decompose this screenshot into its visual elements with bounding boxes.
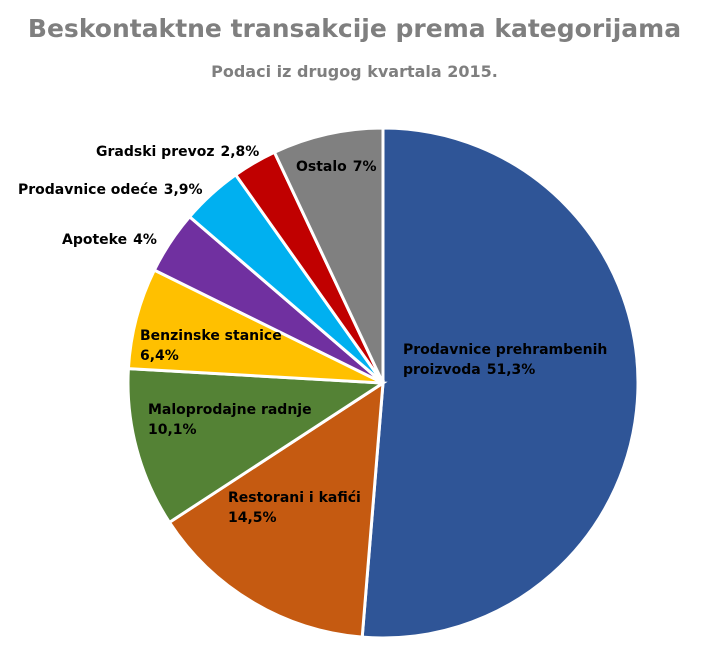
slice-label: Apoteke 4% bbox=[62, 230, 162, 250]
slice-label: Benzinske stanice 6,4% bbox=[140, 326, 300, 366]
pie-slice bbox=[272, 126, 385, 384]
pie-slice bbox=[167, 380, 385, 639]
slice-label: Prodavnice odeće 3,9% bbox=[18, 180, 218, 200]
category-label: Apoteke bbox=[62, 232, 128, 248]
value-label: 10,1% bbox=[148, 422, 197, 438]
category-label: Restorani i kafići bbox=[228, 490, 361, 506]
slice-label: Ostalo 7% bbox=[296, 157, 396, 177]
value-label: 14,5% bbox=[228, 510, 277, 526]
value-label: 51,3% bbox=[486, 362, 536, 378]
category-label: Ostalo bbox=[296, 159, 347, 175]
slice-label: Gradski prevoz 2,8% bbox=[96, 142, 296, 162]
category-label: Benzinske stanice bbox=[140, 328, 282, 344]
category-label: Prodavnice prehrambenih proizvoda bbox=[403, 342, 608, 378]
pie-slice bbox=[126, 367, 388, 525]
category-label: Prodavnice odeće bbox=[18, 182, 158, 198]
value-label: 4% bbox=[133, 232, 157, 248]
slice-label: Maloprodajne radnje 10,1% bbox=[148, 400, 328, 440]
category-label: Maloprodajne radnje bbox=[148, 402, 312, 418]
chart-title: Beskontaktne transakcije prema kategorij… bbox=[27, 14, 682, 43]
value-label: 2,8% bbox=[220, 144, 260, 160]
value-label: 7% bbox=[352, 159, 377, 175]
slice-label: Restorani i kafići 14,5% bbox=[228, 488, 388, 528]
pie-slice bbox=[360, 126, 640, 640]
chart-subtitle: Podaci iz drugog kvartala 2015. bbox=[211, 62, 498, 81]
value-label: 6,4% bbox=[140, 348, 179, 364]
category-label: Gradski prevoz bbox=[96, 144, 215, 160]
value-label: 3,9% bbox=[163, 182, 203, 198]
slice-label: Prodavnice prehrambenih proizvoda 51,3% bbox=[403, 340, 653, 380]
